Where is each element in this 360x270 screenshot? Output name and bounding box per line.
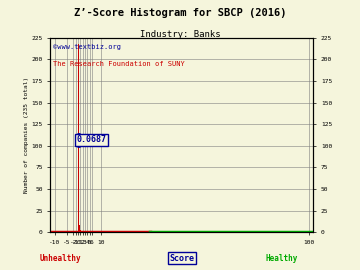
Text: Unhealthy: Unhealthy [40,254,82,263]
Text: ©www.textbiz.org: ©www.textbiz.org [53,44,121,50]
Text: Healthy: Healthy [265,254,298,263]
Bar [78,44,79,232]
Text: Z’-Score Histogram for SBCP (2016): Z’-Score Histogram for SBCP (2016) [74,8,286,18]
Bar [80,231,81,232]
Text: 0.0687: 0.0687 [77,135,107,144]
Y-axis label: Number of companies (235 total): Number of companies (235 total) [24,77,29,193]
Bar [79,225,80,232]
Text: Industry: Banks: Industry: Banks [140,30,220,39]
Text: Score: Score [169,254,194,263]
Text: The Research Foundation of SUNY: The Research Foundation of SUNY [53,61,185,67]
